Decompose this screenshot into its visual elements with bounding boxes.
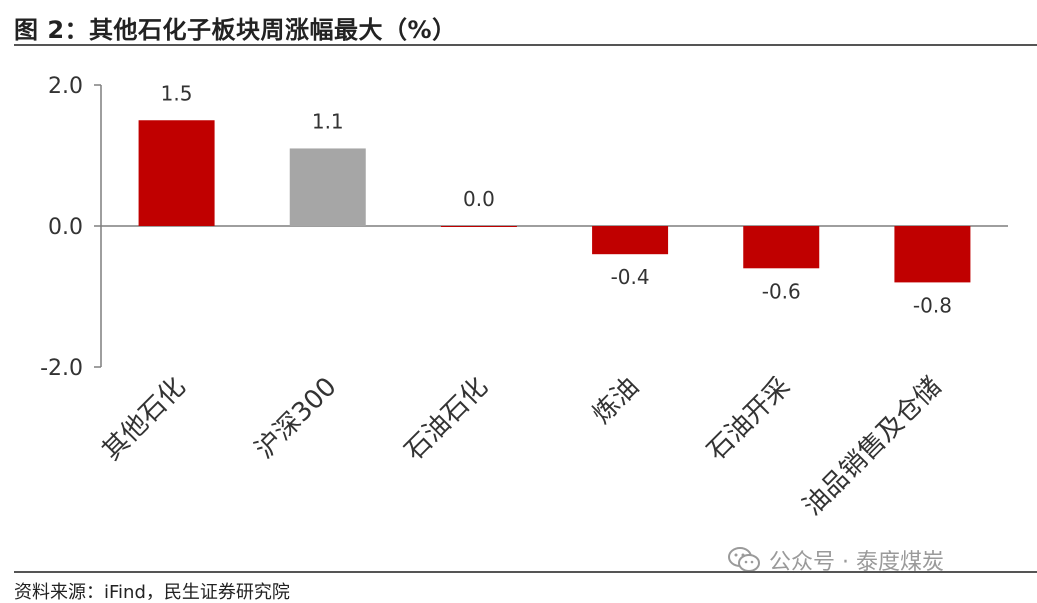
x-tick-label: 石油石化 bbox=[399, 372, 494, 467]
figure-title: 图 2：其他石化子板块周涨幅最大（%） bbox=[14, 16, 457, 44]
bar bbox=[743, 226, 820, 269]
wechat-icon bbox=[728, 547, 760, 572]
bottom-rule bbox=[14, 571, 1037, 573]
bar bbox=[440, 226, 517, 227]
data-label: -0.6 bbox=[762, 279, 801, 303]
x-tick-label: 炼油 bbox=[587, 372, 645, 430]
data-label: 1.5 bbox=[161, 81, 193, 105]
y-tick-label: 2.0 bbox=[48, 74, 83, 99]
x-tick-label: 石油开采 bbox=[701, 372, 796, 467]
data-label: 0.0 bbox=[463, 187, 495, 211]
data-label: -0.4 bbox=[611, 265, 650, 289]
data-label: -0.8 bbox=[913, 293, 952, 317]
bar bbox=[289, 148, 366, 226]
bar bbox=[138, 120, 215, 226]
top-rule bbox=[14, 44, 1037, 46]
x-tick-label: 其他石化 bbox=[97, 372, 192, 467]
x-tick-label: 沪深300 bbox=[250, 372, 343, 465]
source-note: 资料来源：iFind，民生证券研究院 bbox=[14, 582, 290, 603]
bar-chart: 2.0 0.0 -2.0 1.5 其他石化 1.1 沪深300 0.0 石油石化 -0.4 炼油 -0… bbox=[40, 74, 1008, 522]
bar bbox=[894, 226, 971, 283]
watermark-text: 公众号 · 泰度煤炭 bbox=[769, 550, 944, 575]
y-tick-label: -2.0 bbox=[40, 356, 83, 381]
data-label: 1.1 bbox=[312, 109, 344, 133]
bar bbox=[592, 226, 669, 255]
y-tick-label: 0.0 bbox=[48, 215, 83, 240]
x-tick-label: 油品销售及仓储 bbox=[797, 372, 947, 522]
